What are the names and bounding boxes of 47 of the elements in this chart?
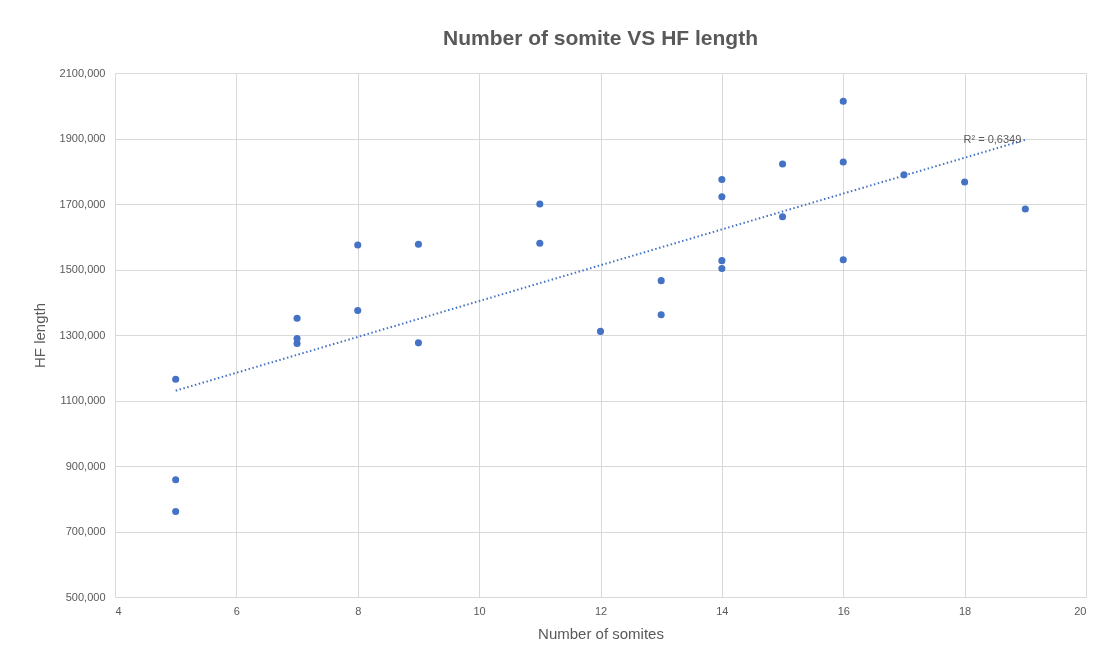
y-tick-label: 500,000 xyxy=(65,590,106,603)
y-tick-label: 1100,000 xyxy=(60,394,106,406)
point xyxy=(293,314,301,322)
point xyxy=(536,239,544,247)
point xyxy=(354,241,362,249)
y-axis-title: HF length xyxy=(30,302,48,369)
point xyxy=(779,160,787,168)
point xyxy=(172,507,180,516)
y-tick-label: 1700,000 xyxy=(59,197,106,210)
point xyxy=(718,193,726,201)
point xyxy=(354,306,362,314)
point xyxy=(172,375,180,383)
point xyxy=(718,264,726,273)
x-tick-label: 20 xyxy=(1074,604,1087,617)
x-tick-label: 18 xyxy=(959,604,972,617)
point xyxy=(1021,205,1029,213)
point xyxy=(657,277,665,285)
y-tick-label: 2100,000 xyxy=(59,66,106,79)
point xyxy=(961,178,969,186)
point xyxy=(839,97,847,105)
point xyxy=(900,171,908,179)
x-tick-label: 4 xyxy=(115,604,122,617)
point xyxy=(657,311,665,319)
x-tick-label: 12 xyxy=(594,604,608,617)
x-tick-label: 8 xyxy=(355,604,362,617)
point xyxy=(172,476,180,484)
point xyxy=(839,158,847,166)
y-tick-label: 1500,000 xyxy=(59,263,106,275)
x-axis-title: Number of somites xyxy=(538,624,664,642)
chart-title: Number of somite VS HF length xyxy=(442,26,759,49)
y-tick-label: 700,000 xyxy=(65,525,106,537)
x-tick-label: 16 xyxy=(837,604,850,617)
y-tick-label: 900,000 xyxy=(65,459,106,472)
x-tick-label: 6 xyxy=(233,604,240,617)
point xyxy=(779,213,787,221)
point xyxy=(414,339,422,347)
y-tick-label: 1900,000 xyxy=(59,132,106,144)
point xyxy=(718,175,726,183)
point xyxy=(596,327,605,335)
point xyxy=(839,256,847,264)
annotation: R² = 0,6349 xyxy=(963,132,1022,145)
point xyxy=(414,240,422,248)
x-tick-label: 10 xyxy=(473,604,486,617)
point xyxy=(536,200,544,208)
point xyxy=(718,257,726,265)
y-tick-label: 1300,000 xyxy=(59,328,106,341)
x-tick-label: 14 xyxy=(716,604,729,617)
